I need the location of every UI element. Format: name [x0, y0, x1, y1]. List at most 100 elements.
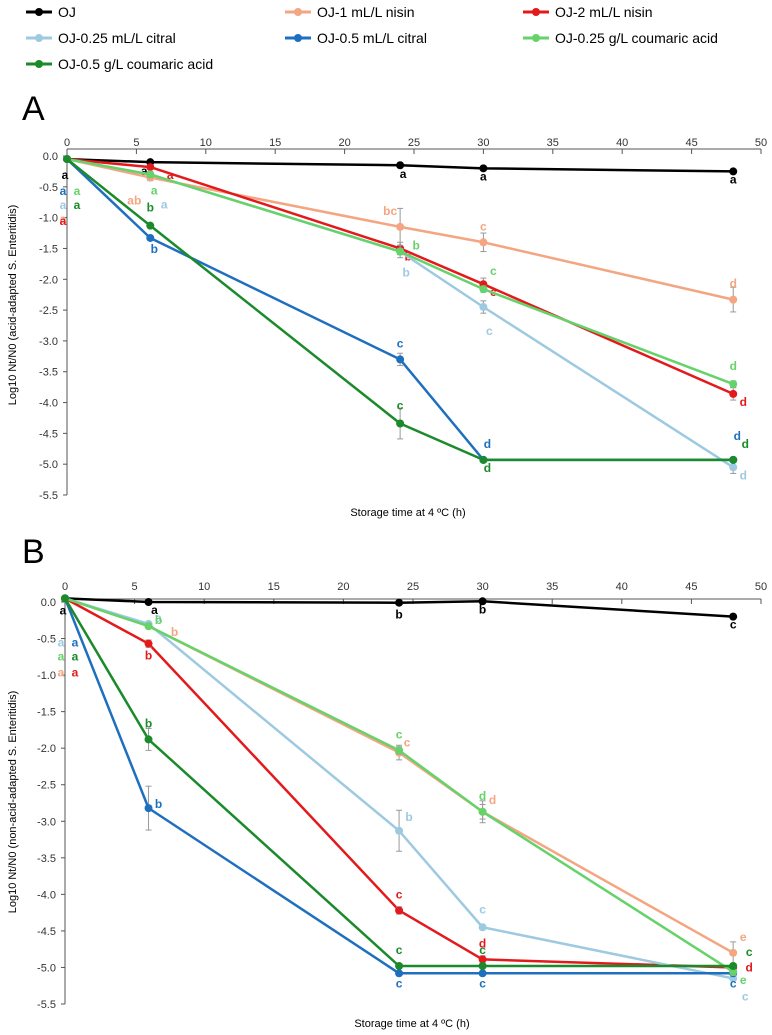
data-point — [396, 247, 405, 256]
significance-label: e — [740, 930, 747, 944]
significance-label: c — [396, 976, 403, 990]
series-line — [63, 597, 734, 975]
legend-label: OJ-2 mL/L nisin — [555, 4, 653, 20]
x-tick-label: 20 — [337, 581, 349, 593]
legend-marker — [35, 60, 43, 68]
significance-label: c — [396, 887, 403, 901]
y-tick-label: -2.0 — [37, 743, 56, 755]
data-point — [146, 221, 155, 230]
data-point — [729, 961, 738, 970]
significance-label: a — [400, 167, 407, 181]
significance-label: b — [395, 608, 402, 622]
x-tick-label: 50 — [755, 581, 767, 593]
significance-label: b — [155, 797, 162, 811]
series-line — [64, 597, 734, 973]
data-point — [479, 285, 488, 294]
x-tick-label: 35 — [546, 581, 558, 593]
y-tick-label: -1.0 — [39, 213, 58, 225]
x-tick-label: 35 — [547, 137, 559, 149]
legend-marker — [294, 8, 302, 16]
data-point — [63, 155, 71, 164]
y-tick-label: -3.5 — [39, 367, 58, 379]
y-tick-label: -4.5 — [39, 428, 58, 440]
data-point — [478, 969, 487, 978]
significance-label: b — [151, 242, 158, 256]
significance-label: a — [72, 665, 79, 679]
x-tick-label: 5 — [132, 581, 138, 593]
significance-label: d — [745, 960, 752, 974]
legend-item-oj-2-nisin: OJ-2 mL/L nisin — [523, 4, 653, 20]
significance-label: d — [730, 277, 737, 291]
data-point — [478, 597, 487, 606]
data-point — [729, 380, 738, 389]
data-point — [729, 167, 738, 176]
significance-label: b — [402, 266, 409, 280]
data-point — [479, 303, 488, 312]
data-point — [395, 826, 404, 835]
significance-label: a — [60, 198, 67, 212]
legend-label: OJ-0.5 g/L coumaric acid — [58, 56, 213, 72]
significance-label: b — [405, 810, 412, 824]
y-tick-label: -2.5 — [37, 780, 56, 792]
data-point — [478, 961, 487, 970]
chart-panel-a: A Log10 Nt/N0 (acid-adapted S. Enteritid… — [7, 90, 767, 519]
x-tick-label: 30 — [477, 137, 489, 149]
significance-label: d — [742, 437, 749, 451]
x-tick-label: 10 — [198, 581, 210, 593]
data-point — [396, 222, 405, 231]
series-4: a b c c c — [61, 594, 738, 990]
data-point — [729, 948, 738, 957]
significance-label: ab — [127, 194, 141, 208]
data-point — [729, 389, 738, 398]
significance-label: b — [145, 716, 152, 730]
y-tick-label: -5.0 — [39, 459, 58, 471]
significance-label: a — [72, 635, 79, 649]
y-tick-label: -0.5 — [37, 634, 56, 646]
y-tick-label: -0.5 — [39, 182, 58, 194]
legend-label: OJ-0.25 mL/L citral — [58, 30, 176, 46]
x-tick-label: 5 — [133, 137, 139, 149]
x-tick-label: 40 — [616, 581, 628, 593]
x-tick-label: 40 — [616, 137, 628, 149]
significance-label: c — [742, 989, 749, 1003]
significance-label: c — [486, 324, 493, 338]
significance-label: a — [161, 197, 168, 211]
x-axis-title: Storage time at 4 ºC (h) — [350, 507, 465, 519]
data-point — [729, 295, 738, 304]
y-tick-label: -4.0 — [37, 889, 56, 901]
legend-marker — [532, 8, 540, 16]
data-point — [395, 598, 404, 607]
significance-label: a — [141, 164, 148, 178]
significance-label: b — [412, 239, 419, 253]
x-tick-label: 0 — [64, 137, 70, 149]
panel-label: A — [22, 90, 45, 128]
data-point — [478, 955, 487, 964]
y-tick-label: -4.0 — [39, 398, 58, 410]
legend: OJ OJ-1 mL/L nisin OJ-2 mL/L nisin OJ-0.… — [26, 4, 718, 72]
data-point — [479, 455, 488, 464]
significance-label: a — [167, 168, 174, 182]
data-point — [395, 746, 404, 755]
data-point — [729, 455, 738, 464]
y-tick-label: -1.5 — [37, 707, 56, 719]
data-point — [729, 612, 738, 621]
legend-item-oj-05-coumaric: OJ-0.5 g/L coumaric acid — [26, 56, 213, 72]
x-tick-label: 30 — [476, 581, 488, 593]
significance-label: c — [480, 219, 487, 233]
significance-label: a — [58, 635, 65, 649]
data-point — [144, 598, 153, 606]
significance-label: a — [60, 184, 67, 198]
legend-item-oj-025-coumaric: OJ-0.25 g/L coumaric acid — [523, 30, 718, 46]
significance-label: c — [730, 618, 737, 632]
significance-label: c — [479, 976, 486, 990]
y-tick-label: -1.0 — [37, 670, 56, 682]
significance-label: d — [740, 468, 747, 482]
y-axis-title: Log10 Nt/N0 (acid-adapted S. Enteritidis… — [7, 205, 19, 406]
